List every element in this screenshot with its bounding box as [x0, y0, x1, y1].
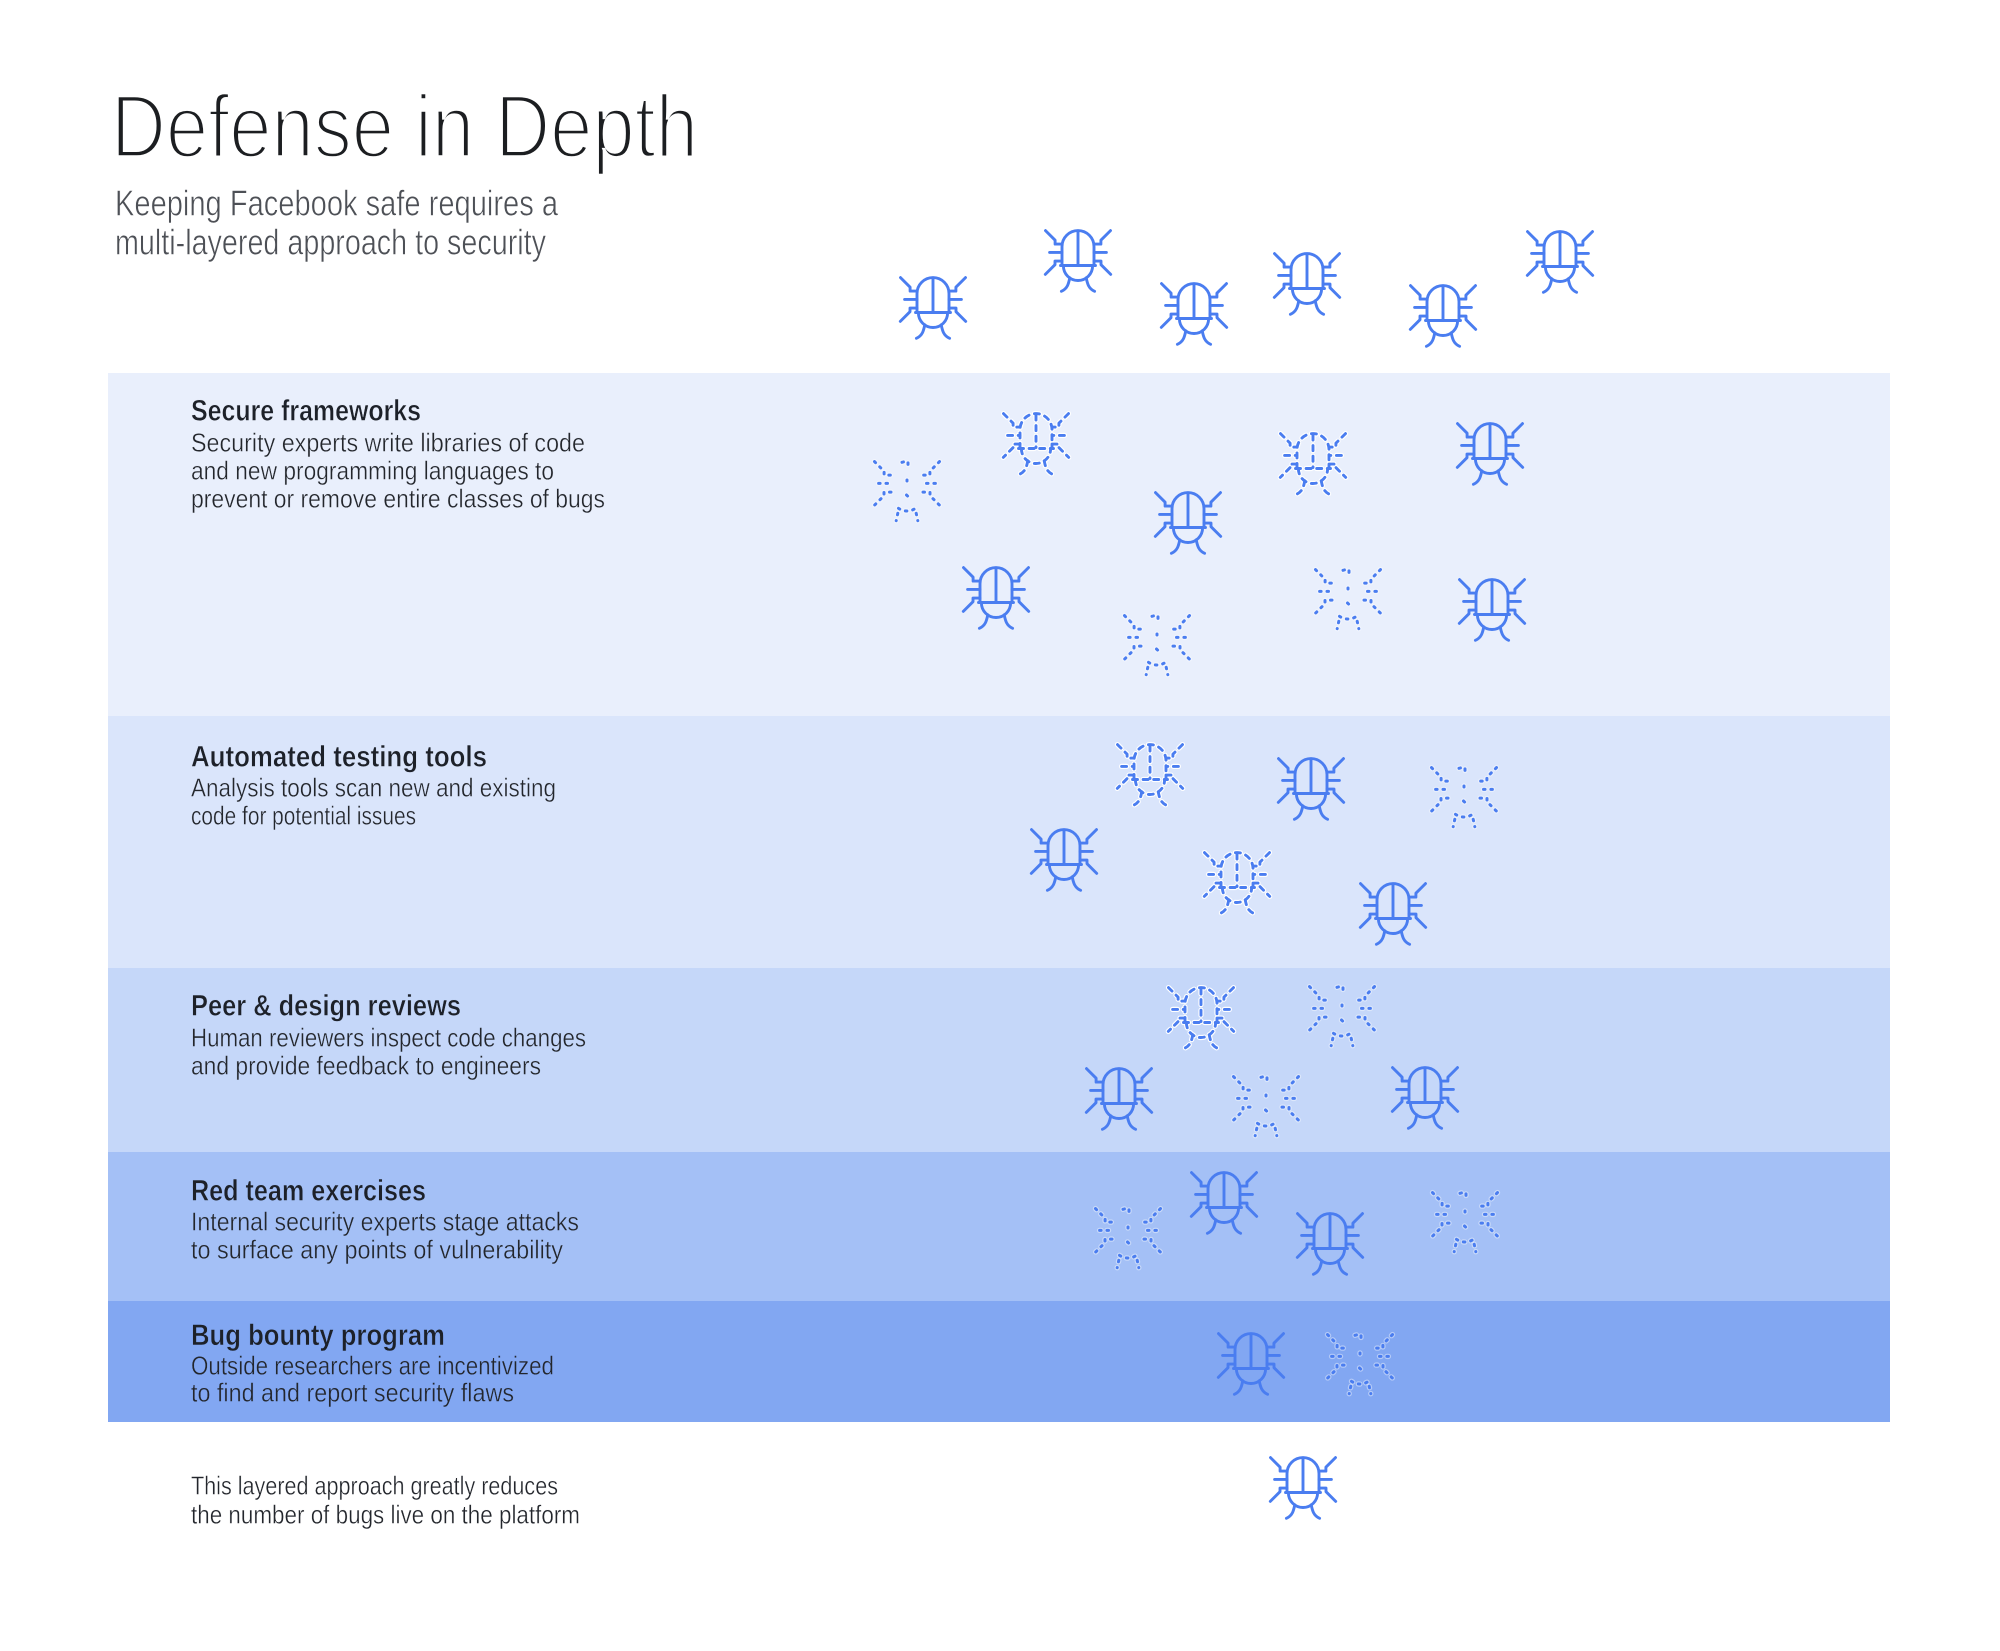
- svg-text:Analysis tools scan new and ex: Analysis tools scan new and existing: [191, 773, 556, 803]
- svg-text:prevent or remove entire class: prevent or remove entire classes of bugs: [191, 484, 605, 514]
- svg-text:Peer & design reviews: Peer & design reviews: [191, 989, 461, 1022]
- svg-text:and new programming languages: and new programming languages to: [191, 456, 554, 486]
- svg-text:Defense in Depth: Defense in Depth: [111, 76, 698, 176]
- svg-text:Security experts write librari: Security experts write libraries of code: [191, 428, 585, 458]
- svg-text:Secure frameworks: Secure frameworks: [191, 394, 421, 427]
- svg-text:Internal security experts stag: Internal security experts stage attacks: [191, 1207, 579, 1237]
- svg-text:Outside researchers are incent: Outside researchers are incentivized: [191, 1351, 554, 1381]
- svg-text:Automated testing tools: Automated testing tools: [191, 740, 487, 773]
- svg-text:multi-layered approach to secu: multi-layered approach to security: [115, 222, 546, 263]
- svg-text:Red team exercises: Red team exercises: [191, 1174, 426, 1207]
- svg-text:to find and report security fl: to find and report security flaws: [191, 1378, 514, 1408]
- svg-text:Human reviewers inspect code c: Human reviewers inspect code changes: [191, 1023, 586, 1053]
- svg-text:code for potential issues: code for potential issues: [191, 801, 416, 831]
- svg-text:This layered approach greatly: This layered approach greatly reduces: [191, 1471, 558, 1501]
- svg-text:Bug bounty program: Bug bounty program: [191, 1319, 445, 1352]
- svg-text:the number of bugs live on the: the number of bugs live on the platform: [191, 1500, 580, 1530]
- svg-text:to surface any points of vulne: to surface any points of vulnerability: [191, 1235, 563, 1265]
- svg-text:Keeping Facebook safe requires: Keeping Facebook safe requires a: [115, 183, 559, 224]
- svg-text:and provide feedback to engine: and provide feedback to engineers: [191, 1051, 541, 1081]
